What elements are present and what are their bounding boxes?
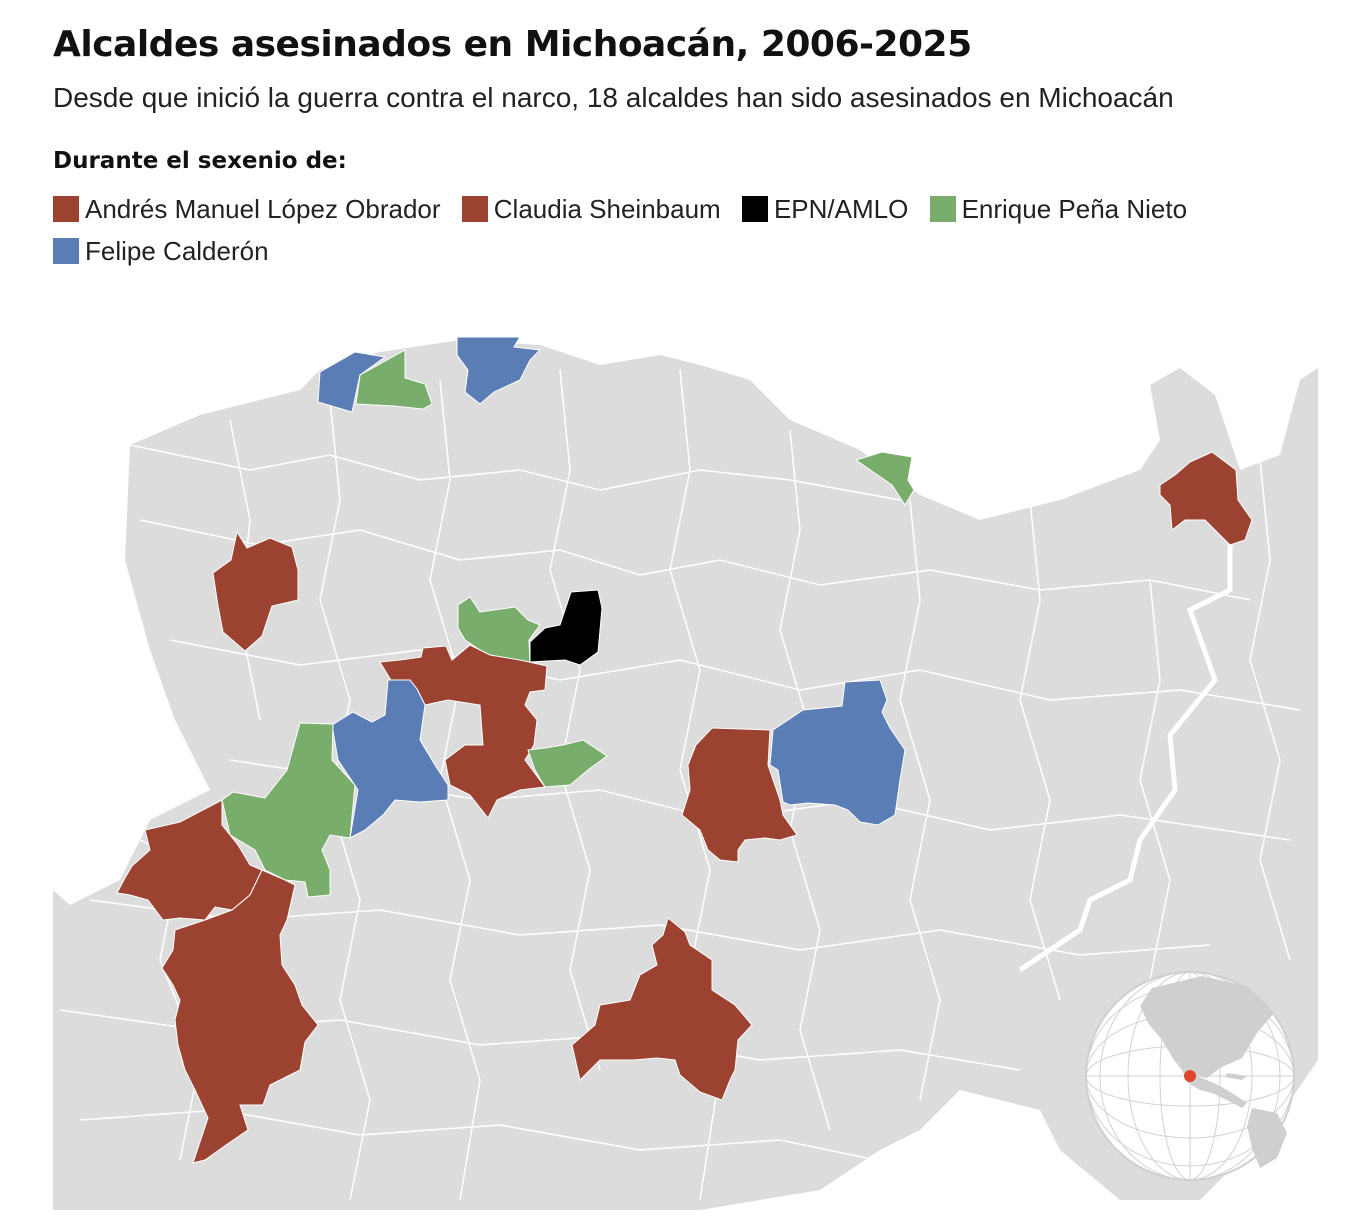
legend-swatch-epn-amlo: [741, 196, 768, 222]
municipality-amlo-south: [571, 917, 753, 1101]
municipality-calderon-west: [331, 679, 449, 839]
legend-swatch-pena-nieto: [929, 196, 956, 222]
highlighted-municipalities: [116, 336, 1253, 1164]
central-america-landmass: [1182, 1070, 1247, 1108]
municipality-pena-nieto-west: [221, 722, 356, 898]
municipality-amlo-west-2: [116, 799, 263, 921]
legend-label-epn-amlo: EPN/AMLO: [773, 194, 909, 224]
map-title: Alcaldes asesinados en Michoacán, 2006-2…: [53, 24, 972, 65]
legend-label-calderon: Felipe Calderón: [85, 236, 269, 266]
legend-item-pena-nieto: Enrique Peña Nieto: [929, 194, 1188, 224]
state-outline: [53, 340, 1318, 1210]
municipality-amlo-northeast: [1159, 451, 1253, 546]
municipality-amlo-west-1: [212, 530, 299, 652]
north-america-landmass: [1140, 976, 1274, 1078]
legend-label-pena-nieto: Enrique Peña Nieto: [961, 194, 1188, 224]
legend-label-sheinbaum: Claudia Sheinbaum: [493, 194, 721, 224]
legend-swatch-calderon: [53, 238, 79, 264]
state-border-line: [1018, 470, 1233, 973]
legend-heading: Durante el sexenio de:: [53, 148, 347, 174]
legend-label-amlo: Andrés Manuel López Obrador: [85, 194, 441, 224]
michoacan-location-marker: [1184, 1070, 1196, 1082]
municipality-calderon-north-2: [456, 336, 542, 405]
legend-swatch-sheinbaum: [461, 196, 488, 222]
municipality-pena-nieto-north-2: [854, 451, 915, 506]
legend-item-sheinbaum: Claudia Sheinbaum: [461, 194, 721, 224]
globe-inset: [1085, 971, 1295, 1181]
legend: Andrés Manuel López Obrador Claudia Shei…: [53, 188, 1203, 272]
legend-item-calderon: Felipe Calderón: [53, 236, 269, 266]
municipality-amlo-center-east: [681, 727, 798, 863]
municipality-calderon-east: [769, 679, 906, 826]
municipality-pena-nieto-center: [457, 596, 541, 666]
michoacan-map: [53, 336, 1318, 1210]
municipality-pena-nieto-center-2: [527, 739, 608, 788]
south-america-landmass: [1247, 1108, 1287, 1168]
legend-swatch-amlo: [53, 196, 79, 222]
legend-item-epn-amlo: EPN/AMLO: [741, 194, 909, 224]
municipality-amlo-southwest: [161, 869, 319, 1164]
caribbean-islands: [1225, 1073, 1247, 1080]
map-subtitle: Desde que inició la guerra contra el nar…: [53, 82, 1174, 113]
municipality-pena-nieto-north-1: [355, 349, 433, 410]
legend-item-amlo: Andrés Manuel López Obrador: [53, 194, 441, 224]
municipality-epn-amlo: [529, 589, 603, 666]
